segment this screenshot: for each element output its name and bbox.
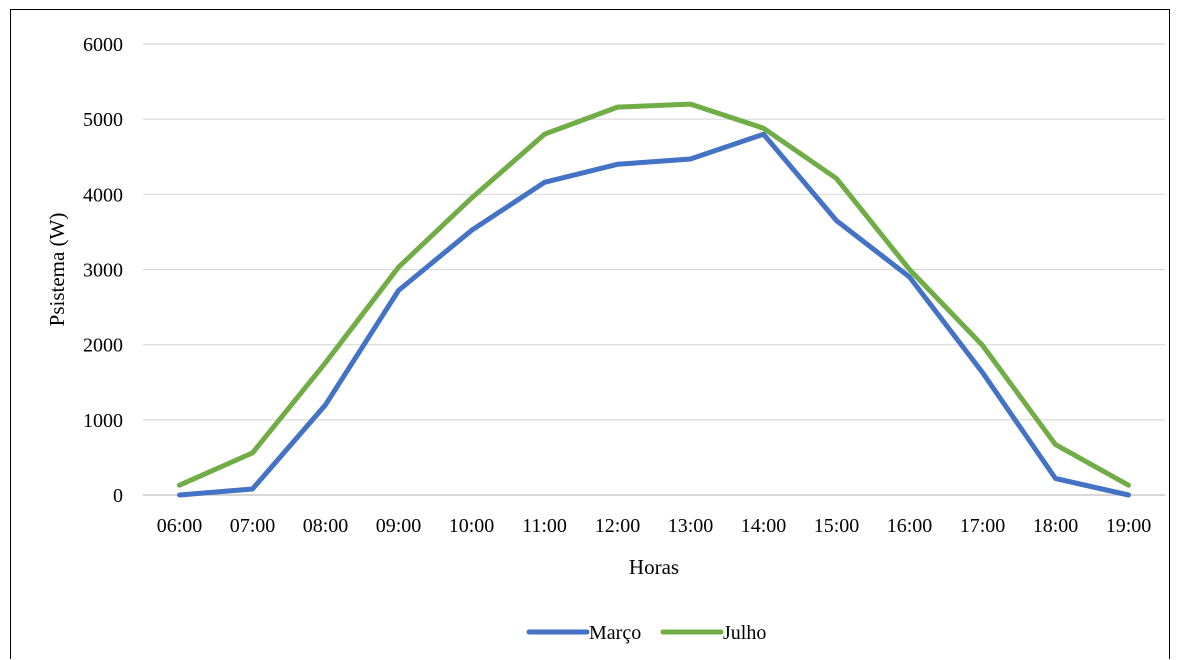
y-tick-label: 2000 <box>83 335 123 357</box>
legend: Março Julho <box>526 622 766 644</box>
y-tick-label: 3000 <box>83 260 123 282</box>
line-chart: 0 1000 2000 3000 4000 5000 6000 06:00 07:00 08:00… <box>45 34 1165 644</box>
x-tick-label: 13:00 <box>668 515 714 537</box>
chart-frame: 0 1000 2000 3000 4000 5000 6000 06:00 07:00 08:00… <box>10 9 1170 659</box>
series-lines <box>177 101 1131 498</box>
axes: 0 1000 2000 3000 4000 5000 6000 06:00 07:00 08:00… <box>83 34 1165 537</box>
series-line-julho <box>177 101 1131 488</box>
y-tick-label: 6000 <box>83 34 123 56</box>
x-tick-label: 15:00 <box>814 515 860 537</box>
x-tick-label: 18:00 <box>1033 515 1079 537</box>
x-tick-label: 17:00 <box>960 515 1006 537</box>
legend-label: Março <box>589 622 641 644</box>
x-tick-label: 09:00 <box>376 515 422 537</box>
x-axis-title: Horas <box>629 555 679 579</box>
legend-label: Julho <box>723 622 766 644</box>
x-tick-label: 07:00 <box>230 515 276 537</box>
x-tick-label: 11:00 <box>522 515 567 537</box>
x-tick-label: 19:00 <box>1106 515 1152 537</box>
x-tick-label: 16:00 <box>887 515 933 537</box>
series-line-mar-o <box>177 131 1131 498</box>
x-tick-label: 10:00 <box>449 515 495 537</box>
x-tick-label: 06:00 <box>157 515 203 537</box>
y-axis-title: Psistema (W) <box>45 213 69 327</box>
x-tick-label: 08:00 <box>303 515 349 537</box>
legend-item: Julho <box>660 622 766 644</box>
gridlines <box>143 43 1165 421</box>
y-tick-label: 1000 <box>83 410 123 432</box>
legend-item: Março <box>526 622 641 644</box>
y-tick-label: 4000 <box>83 184 123 206</box>
y-tick-label: 5000 <box>83 109 123 131</box>
y-tick-label: 0 <box>113 485 123 507</box>
x-tick-label: 14:00 <box>741 515 787 537</box>
x-tick-label: 12:00 <box>595 515 641 537</box>
